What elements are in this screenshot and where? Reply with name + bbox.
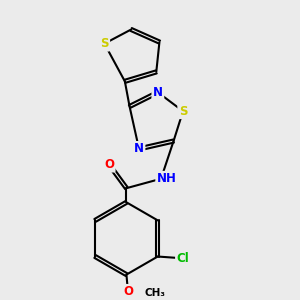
Text: O: O: [104, 158, 114, 171]
Text: S: S: [179, 105, 187, 118]
Text: N: N: [134, 142, 144, 155]
Text: Cl: Cl: [176, 252, 189, 265]
Text: S: S: [100, 37, 109, 50]
Text: CH₃: CH₃: [144, 288, 165, 298]
Text: N: N: [153, 86, 163, 99]
Text: O: O: [123, 285, 133, 298]
Text: NH: NH: [157, 172, 177, 185]
